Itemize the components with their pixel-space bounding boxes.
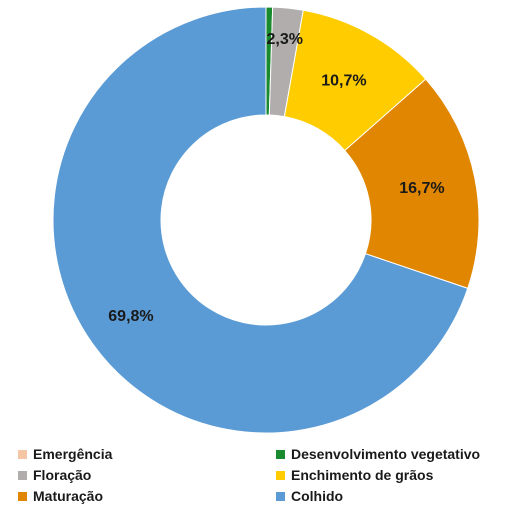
legend-label: Colhido	[291, 488, 344, 504]
legend-swatch	[18, 470, 27, 480]
legend-swatch	[276, 470, 285, 480]
legend-item-desenvolvimento-vegetativo[interactable]: Desenvolvimento vegetativo	[276, 445, 526, 463]
legend-label: Emergência	[33, 446, 113, 462]
legend-label: Enchimento de grãos	[291, 467, 434, 483]
data-label-maturacao: 16,7%	[399, 180, 444, 197]
legend-item-floracao[interactable]: Floração	[18, 466, 276, 484]
legend-swatch	[276, 449, 285, 459]
legend-label: Desenvolvimento vegetativo	[291, 446, 481, 462]
legend-swatch	[18, 449, 27, 459]
legend-item-maturacao[interactable]: Maturação	[18, 487, 276, 505]
legend-swatch	[276, 491, 285, 501]
legend-item-emergencia[interactable]: Emergência	[18, 445, 276, 463]
data-label-floracao: 2,3%	[267, 31, 303, 48]
legend-label: Floração	[33, 467, 92, 483]
legend-label: Maturação	[33, 488, 104, 504]
legend: Emergência Desenvolvimento vegetativo Fl…	[18, 445, 529, 505]
slice-maturacao[interactable]	[344, 78, 480, 289]
legend-item-colhido[interactable]: Colhido	[276, 487, 526, 505]
data-label-colhido: 69,8%	[108, 308, 153, 325]
legend-swatch	[18, 491, 27, 501]
data-label-enchimento-de-graos: 10,7%	[321, 73, 366, 90]
slice-colhido[interactable]	[52, 6, 469, 434]
donut-chart: 2,3% 10,7% 16,7% 69,8%	[52, 6, 480, 434]
legend-item-enchimento-de-graos[interactable]: Enchimento de grãos	[276, 466, 526, 484]
